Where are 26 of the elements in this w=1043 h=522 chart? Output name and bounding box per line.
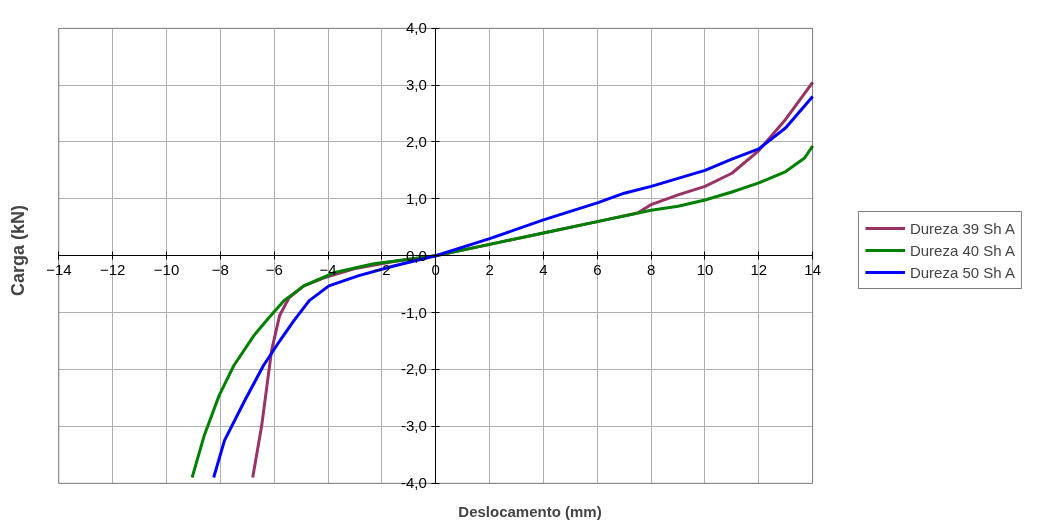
x-tick-label: 2 [485,260,494,278]
x-tick-label: −10 [153,260,180,278]
x-tick-label: 8 [646,260,656,278]
x-tick-label: −8 [211,260,229,278]
legend-label: Dureza 39 Sh A [909,219,1015,237]
y-axis-title: Carga (kN) [7,204,28,297]
legend-label: Dureza 50 Sh A [909,263,1015,281]
x-tick-label: 10 [696,260,714,278]
x-tick-label: 12 [750,260,768,278]
legend-label: Dureza 40 Sh A [909,241,1015,259]
y-tick-label: 3,0 [405,76,427,94]
x-axis-title: Deslocamento (mm) [458,502,602,520]
y-tick-label: 2,0 [405,132,427,150]
y-tick-label: -4,0 [400,474,427,492]
y-tick-label: -2,0 [400,360,427,378]
x-tick-label: 14 [804,260,822,278]
x-tick-label: −14 [46,260,72,278]
x-tick-label: −4 [319,260,337,278]
y-tick-label: -1,0 [400,303,427,321]
x-tick-label: 6 [593,260,602,278]
x-tick-label: −6 [265,260,283,278]
y-tick-label: -3,0 [400,417,427,435]
x-tick-label: −12 [100,260,126,278]
y-tick-label: 4,0 [405,19,427,37]
x-tick-label: 4 [539,260,548,278]
y-tick-label: 1,0 [405,189,427,207]
